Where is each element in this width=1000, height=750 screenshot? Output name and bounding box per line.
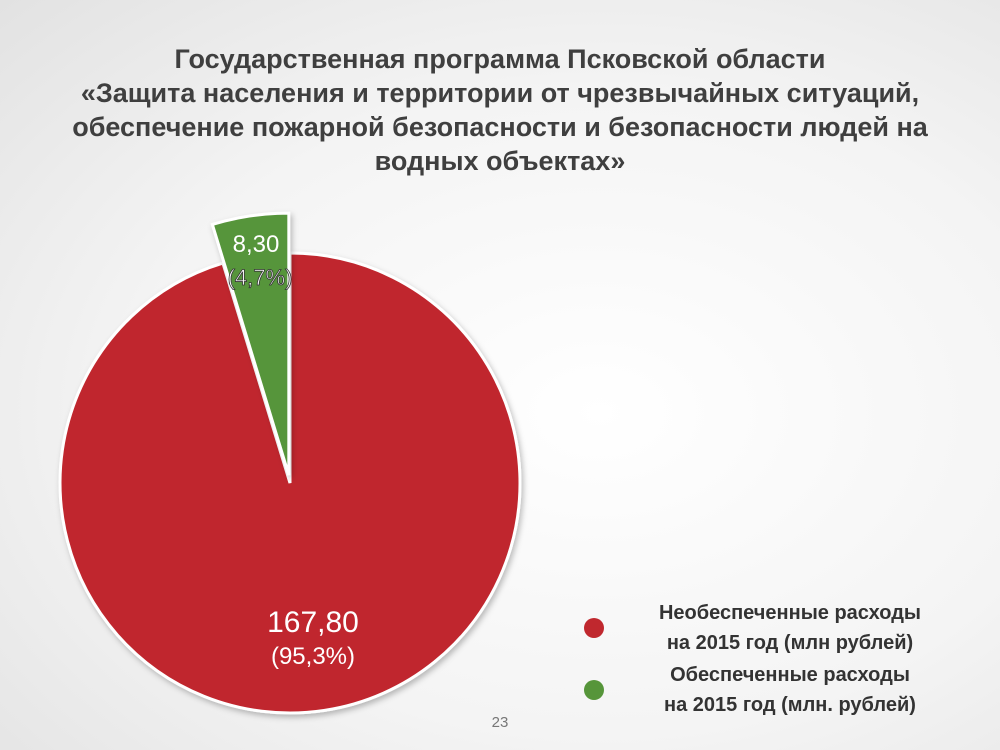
legend-line: на 2015 год (млн рублей)	[666, 632, 914, 654]
pie-slice-unfunded	[58, 251, 522, 715]
page-number: 23	[491, 714, 509, 731]
legend-label: Необеспеченные расходы на 2015 год (млн …	[610, 598, 970, 658]
slide-title: Государственная программа Псковской обла…	[20, 42, 980, 178]
legend-line: Обеспеченные расходы	[670, 664, 910, 686]
legend-label: Обеспеченные расходы на 2015 год (млн. р…	[610, 660, 970, 720]
legend-swatch-green	[584, 680, 604, 700]
legend-item-unfunded: Необеспеченные расходы на 2015 год (млн …	[582, 598, 1000, 660]
slice-value-label-unfunded: 167,80	[267, 606, 359, 639]
title-line: «Защита населения и территории от чрезвы…	[80, 78, 920, 108]
title-line: Государственная программа Псковской обла…	[174, 44, 826, 74]
slice-percent-label-funded: (4,7%)	[228, 265, 293, 290]
pie-slice-funded	[210, 211, 291, 476]
title-line: водных объектах»	[374, 146, 626, 176]
legend-item-funded: Обеспеченные расходы на 2015 год (млн. р…	[582, 660, 1000, 722]
legend-line: на 2015 год (млн. рублей)	[664, 694, 916, 716]
legend-line: Необеспеченные расходы	[658, 602, 922, 624]
chart-legend: Необеспеченные расходы на 2015 год (млн …	[582, 598, 1000, 722]
title-line: обеспечение пожарной безопасности и безо…	[72, 112, 928, 142]
legend-swatch-red	[584, 618, 604, 638]
slice-value-label-funded: 8,30	[233, 231, 280, 258]
slice-percent-label-unfunded: (95,3%)	[271, 643, 355, 670]
